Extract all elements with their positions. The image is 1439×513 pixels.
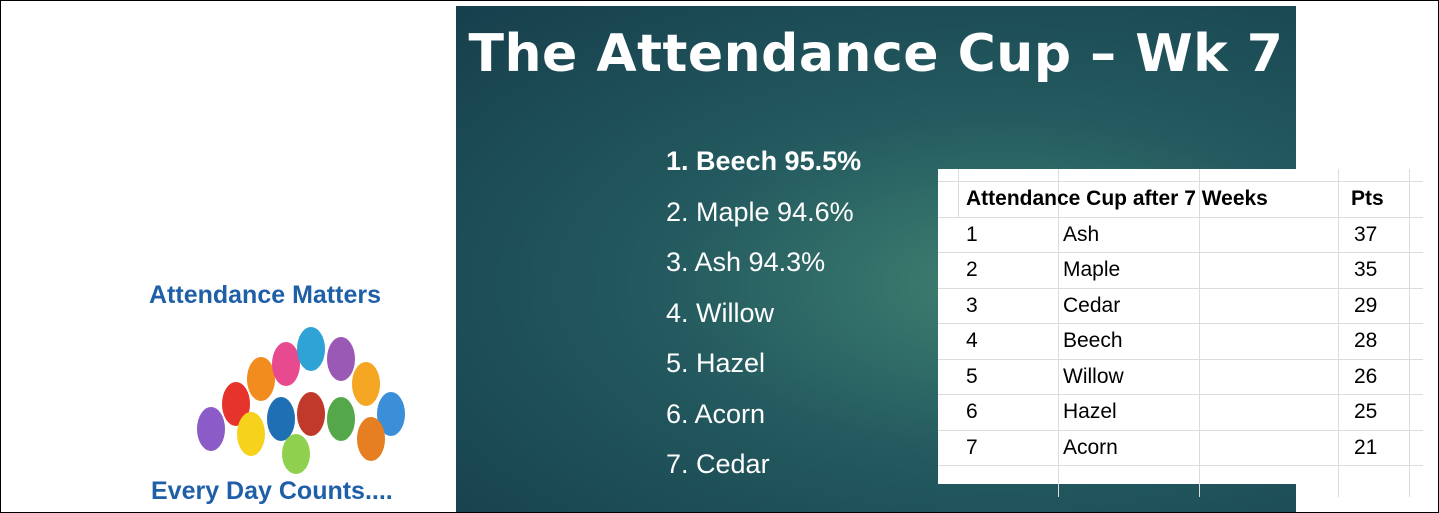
rank-cell: 3 <box>966 294 978 318</box>
name-cell: Cedar <box>1063 294 1120 318</box>
grid-line <box>958 169 959 217</box>
table-header: Attendance Cup after 7 Weeks <box>966 187 1268 211</box>
grid-line <box>1058 217 1059 497</box>
grid-line <box>1409 169 1410 217</box>
ranking-item: 7. Cedar <box>666 449 770 480</box>
ranking-item: 2. Maple 94.6% <box>666 197 854 228</box>
points-cell: 25 <box>1354 400 1377 424</box>
points-cell: 28 <box>1354 329 1377 353</box>
grid-line <box>1338 217 1339 497</box>
points-cell: 26 <box>1354 365 1377 389</box>
points-cell: 35 <box>1354 258 1377 282</box>
grid-line <box>938 394 1423 395</box>
rank-cell: 7 <box>966 436 978 460</box>
rank-cell: 5 <box>966 365 978 389</box>
grid-line <box>938 217 1423 218</box>
grid-line <box>1409 217 1410 497</box>
grid-line <box>938 359 1423 360</box>
points-cell: 21 <box>1354 436 1377 460</box>
logo-text: Every Day Counts.... <box>151 477 393 506</box>
name-cell: Ash <box>1063 223 1099 247</box>
page: Attendance Matters Every Day Counts.... … <box>0 0 1439 513</box>
points-cell: 37 <box>1354 223 1377 247</box>
rank-cell: 6 <box>966 400 978 424</box>
grid-line <box>1338 169 1339 217</box>
grid-line <box>938 465 1423 466</box>
rank-cell: 4 <box>966 329 978 353</box>
rank-cell: 1 <box>966 223 978 247</box>
name-cell: Maple <box>1063 258 1120 282</box>
table-header: Pts <box>1351 187 1384 211</box>
grid-line <box>938 288 1423 289</box>
grid-line <box>938 430 1423 431</box>
ranking-item: 6. Acorn <box>666 399 765 430</box>
grid-line <box>938 181 1423 182</box>
hands-illustration <box>181 319 431 479</box>
ranking-item: 4. Willow <box>666 298 774 329</box>
points-cell: 29 <box>1354 294 1377 318</box>
grid-line <box>938 252 1423 253</box>
ranking-item: 1. Beech 95.5% <box>666 146 861 177</box>
name-cell: Beech <box>1063 329 1123 353</box>
ranking-item: 3. Ash 94.3% <box>666 247 825 278</box>
slide-title: The Attendance Cup – Wk 7 <box>456 24 1296 84</box>
ranking-item: 5. Hazel <box>666 348 765 379</box>
grid-line <box>1199 217 1200 497</box>
name-cell: Hazel <box>1063 400 1117 424</box>
rank-cell: 2 <box>966 258 978 282</box>
grid-line <box>938 323 1423 324</box>
name-cell: Acorn <box>1063 436 1118 460</box>
name-cell: Willow <box>1063 365 1124 389</box>
logo-text: Attendance Matters <box>149 281 381 310</box>
